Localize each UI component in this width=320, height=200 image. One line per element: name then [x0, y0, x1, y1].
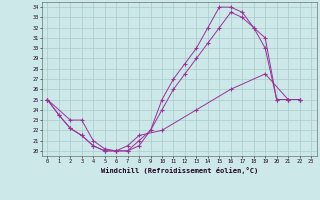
X-axis label: Windchill (Refroidissement éolien,°C): Windchill (Refroidissement éolien,°C)	[100, 167, 258, 174]
